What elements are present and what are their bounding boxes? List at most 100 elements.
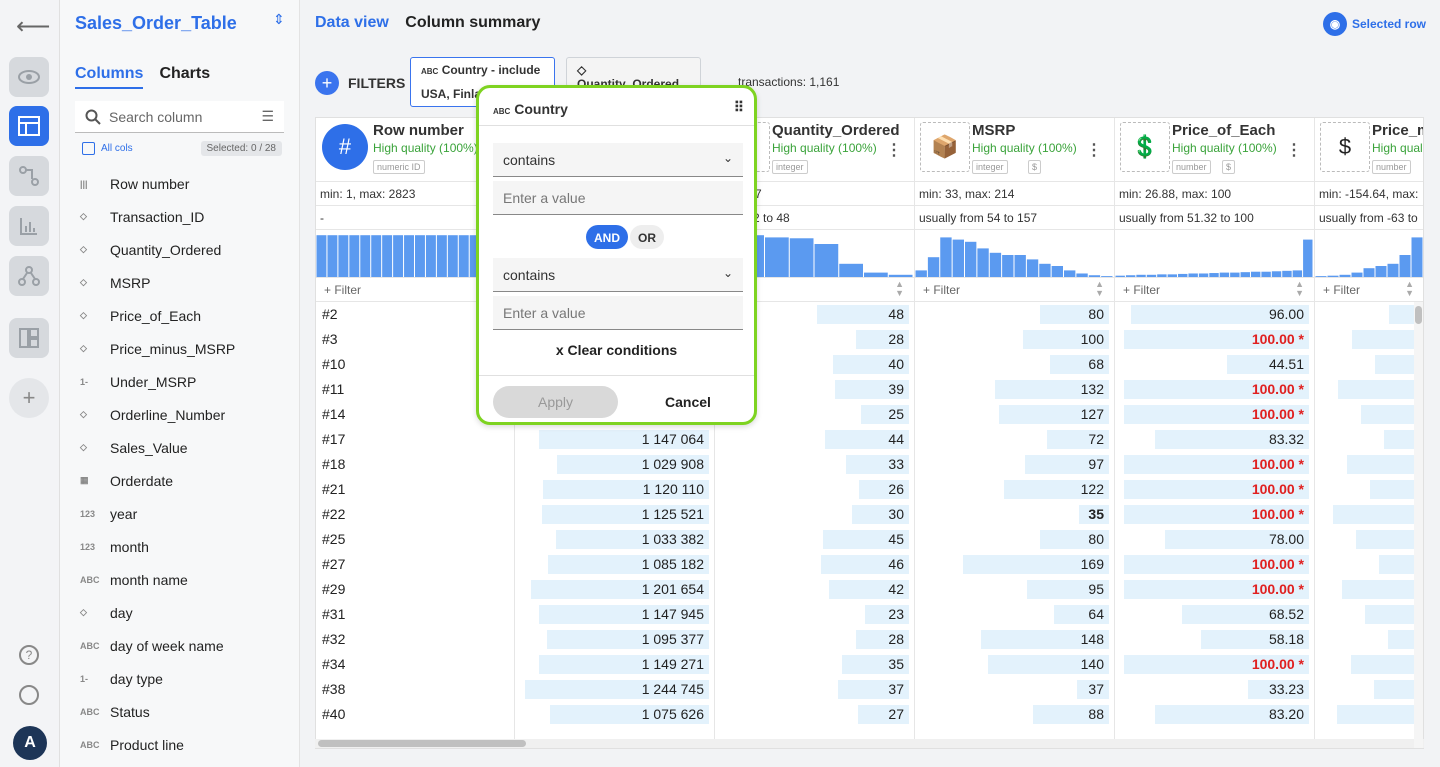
grid-cell[interactable]: 100.00 * [1115,652,1314,677]
grid-cell[interactable]: 1 147 064 [515,427,714,452]
grid-cell[interactable]: 42 [715,577,914,602]
or-toggle[interactable]: OR [630,225,664,249]
more-options-icon[interactable]: ⋮ [1086,142,1102,159]
grid-cell[interactable]: 1 029 908 [515,452,714,477]
grid-cell[interactable]: 1 149 271 [515,652,714,677]
column-list-item[interactable]: 1- Under_MSRP [80,365,235,398]
grid-cell[interactable] [1315,302,1423,327]
grid-cell[interactable]: 80 [915,302,1114,327]
grid-cell[interactable] [1315,577,1423,602]
all-cols-label[interactable]: All cols [101,143,133,154]
filter-chip-quantity[interactable]: ◇ Quantity_Ordered [566,57,701,91]
grid-cell[interactable]: #11 [316,377,514,402]
grid-cell[interactable]: 1 125 521 [515,502,714,527]
grid-cell[interactable]: 48 [715,302,914,327]
grid-cell[interactable]: 46 [715,552,914,577]
grid-cell[interactable]: 96.00 [1115,302,1314,327]
grid-cell[interactable]: #21 [316,477,514,502]
vertical-scrollbar[interactable] [1414,302,1423,748]
horizontal-scrollbar[interactable] [315,739,1424,748]
grid-cell[interactable] [1315,627,1423,652]
grid-cell[interactable]: 100.00 * [1115,502,1314,527]
and-toggle[interactable]: AND [586,225,628,249]
search-input[interactable]: Search column ☰ [75,101,284,133]
grid-cell[interactable]: #25 [316,527,514,552]
column-list-item[interactable]: ABC day of week name [80,629,235,662]
grid-cell[interactable]: 64 [915,602,1114,627]
grid-cell[interactable] [1315,677,1423,702]
column-header[interactable]: Quantity_Ordered High quality (100%) integ… [715,118,914,182]
grid-cell[interactable]: 80 [915,527,1114,552]
tab-columns[interactable]: Columns [75,65,144,89]
grid-cell[interactable] [1315,527,1423,552]
scroll-thumb[interactable] [1415,306,1422,324]
value-input-2[interactable]: Enter a value [493,296,743,330]
grid-cell[interactable] [1315,452,1423,477]
column-list-item[interactable]: 123 year [80,497,235,530]
grid-cell[interactable]: 1 095 377 [515,627,714,652]
grid-cell[interactable]: 127 [915,402,1114,427]
drag-handle-icon[interactable]: ⠿ [733,99,744,115]
table-switch-icon[interactable]: ⇕ [273,11,285,27]
grid-cell[interactable]: 33.23 [1115,677,1314,702]
grid-cell[interactable]: #27 [316,552,514,577]
grid-cell[interactable]: 1 075 626 [515,702,714,727]
column-filter[interactable]: + Filter ▲ ▼ [1315,278,1423,302]
grid-cell[interactable]: 132 [915,377,1114,402]
grid-cell[interactable]: 95 [915,577,1114,602]
grid-cell[interactable]: 1 244 745 [515,677,714,702]
grid-cell[interactable] [1315,402,1423,427]
grid-cell[interactable] [1315,352,1423,377]
grid-cell[interactable]: 100.00 * [1115,327,1314,352]
add-filter-button[interactable]: + [315,71,339,95]
grid-cell[interactable]: 40 [715,352,914,377]
column-list-item[interactable]: ABC month name [80,563,235,596]
user-icon[interactable] [19,685,39,705]
grid-cell[interactable]: 26 [715,477,914,502]
grid-cell[interactable]: 68.52 [1115,602,1314,627]
grid-cell[interactable]: 100.00 * [1115,377,1314,402]
grid-cell[interactable]: 83.20 [1115,702,1314,727]
grid-cell[interactable]: 83.32 [1115,427,1314,452]
more-options-icon[interactable]: ⋮ [886,142,902,159]
scroll-thumb[interactable] [318,740,526,747]
grid-cell[interactable]: 100.00 * [1115,402,1314,427]
grid-cell[interactable] [1315,502,1423,527]
cancel-button[interactable]: Cancel [665,394,711,410]
grid-cell[interactable]: 169 [915,552,1114,577]
grid-cell[interactable]: 100.00 * [1115,452,1314,477]
grid-cell[interactable]: 68 [915,352,1114,377]
grid-cell[interactable]: #14 [316,402,514,427]
column-list-item[interactable]: ABC Product line [80,728,235,761]
grid-cell[interactable]: #18 [316,452,514,477]
grid-cell[interactable]: 100.00 * [1115,477,1314,502]
table-view-icon[interactable] [9,106,49,146]
column-header[interactable]: $Price_m High qual number [1315,118,1423,182]
grid-cell[interactable]: 28 [715,627,914,652]
column-header[interactable]: 💲 Price_of_Each High quality (100%) number $… [1115,118,1314,182]
grid-cell[interactable]: 97 [915,452,1114,477]
grid-cell[interactable]: #31 [316,602,514,627]
column-list-item[interactable]: ◇ Orderline_Number [80,398,235,431]
grid-cell[interactable]: 140 [915,652,1114,677]
column-list-item[interactable]: ◇ Price_of_Each [80,299,235,332]
column-list-item[interactable]: ◇ Price_minus_MSRP [80,332,235,365]
sort-icon[interactable]: ▲ ▼ [1405,279,1414,298]
condition-select-2[interactable]: contains ⌄ [493,258,743,292]
grid-cell[interactable]: 100.00 * [1115,577,1314,602]
grid-cell[interactable]: 35 [915,502,1114,527]
grid-cell[interactable] [1315,602,1423,627]
sort-icon[interactable]: ▲ ▼ [1295,279,1304,298]
preview-eye-icon[interactable] [9,57,49,97]
filter-lines-icon[interactable]: ☰ [261,108,274,124]
grid-cell[interactable]: 88 [915,702,1114,727]
grid-cell[interactable]: 44 [715,427,914,452]
grid-cell[interactable]: #2 [316,302,514,327]
grid-cell[interactable]: 45 [715,527,914,552]
column-list-item[interactable]: ◇ Sales_Value [80,431,235,464]
value-input-1[interactable]: Enter a value [493,181,743,215]
column-list-item[interactable]: ◇ MSRP [80,266,235,299]
grid-cell[interactable]: 33 [715,452,914,477]
grid-cell[interactable]: 37 [715,677,914,702]
grid-cell[interactable]: #40 [316,702,514,727]
